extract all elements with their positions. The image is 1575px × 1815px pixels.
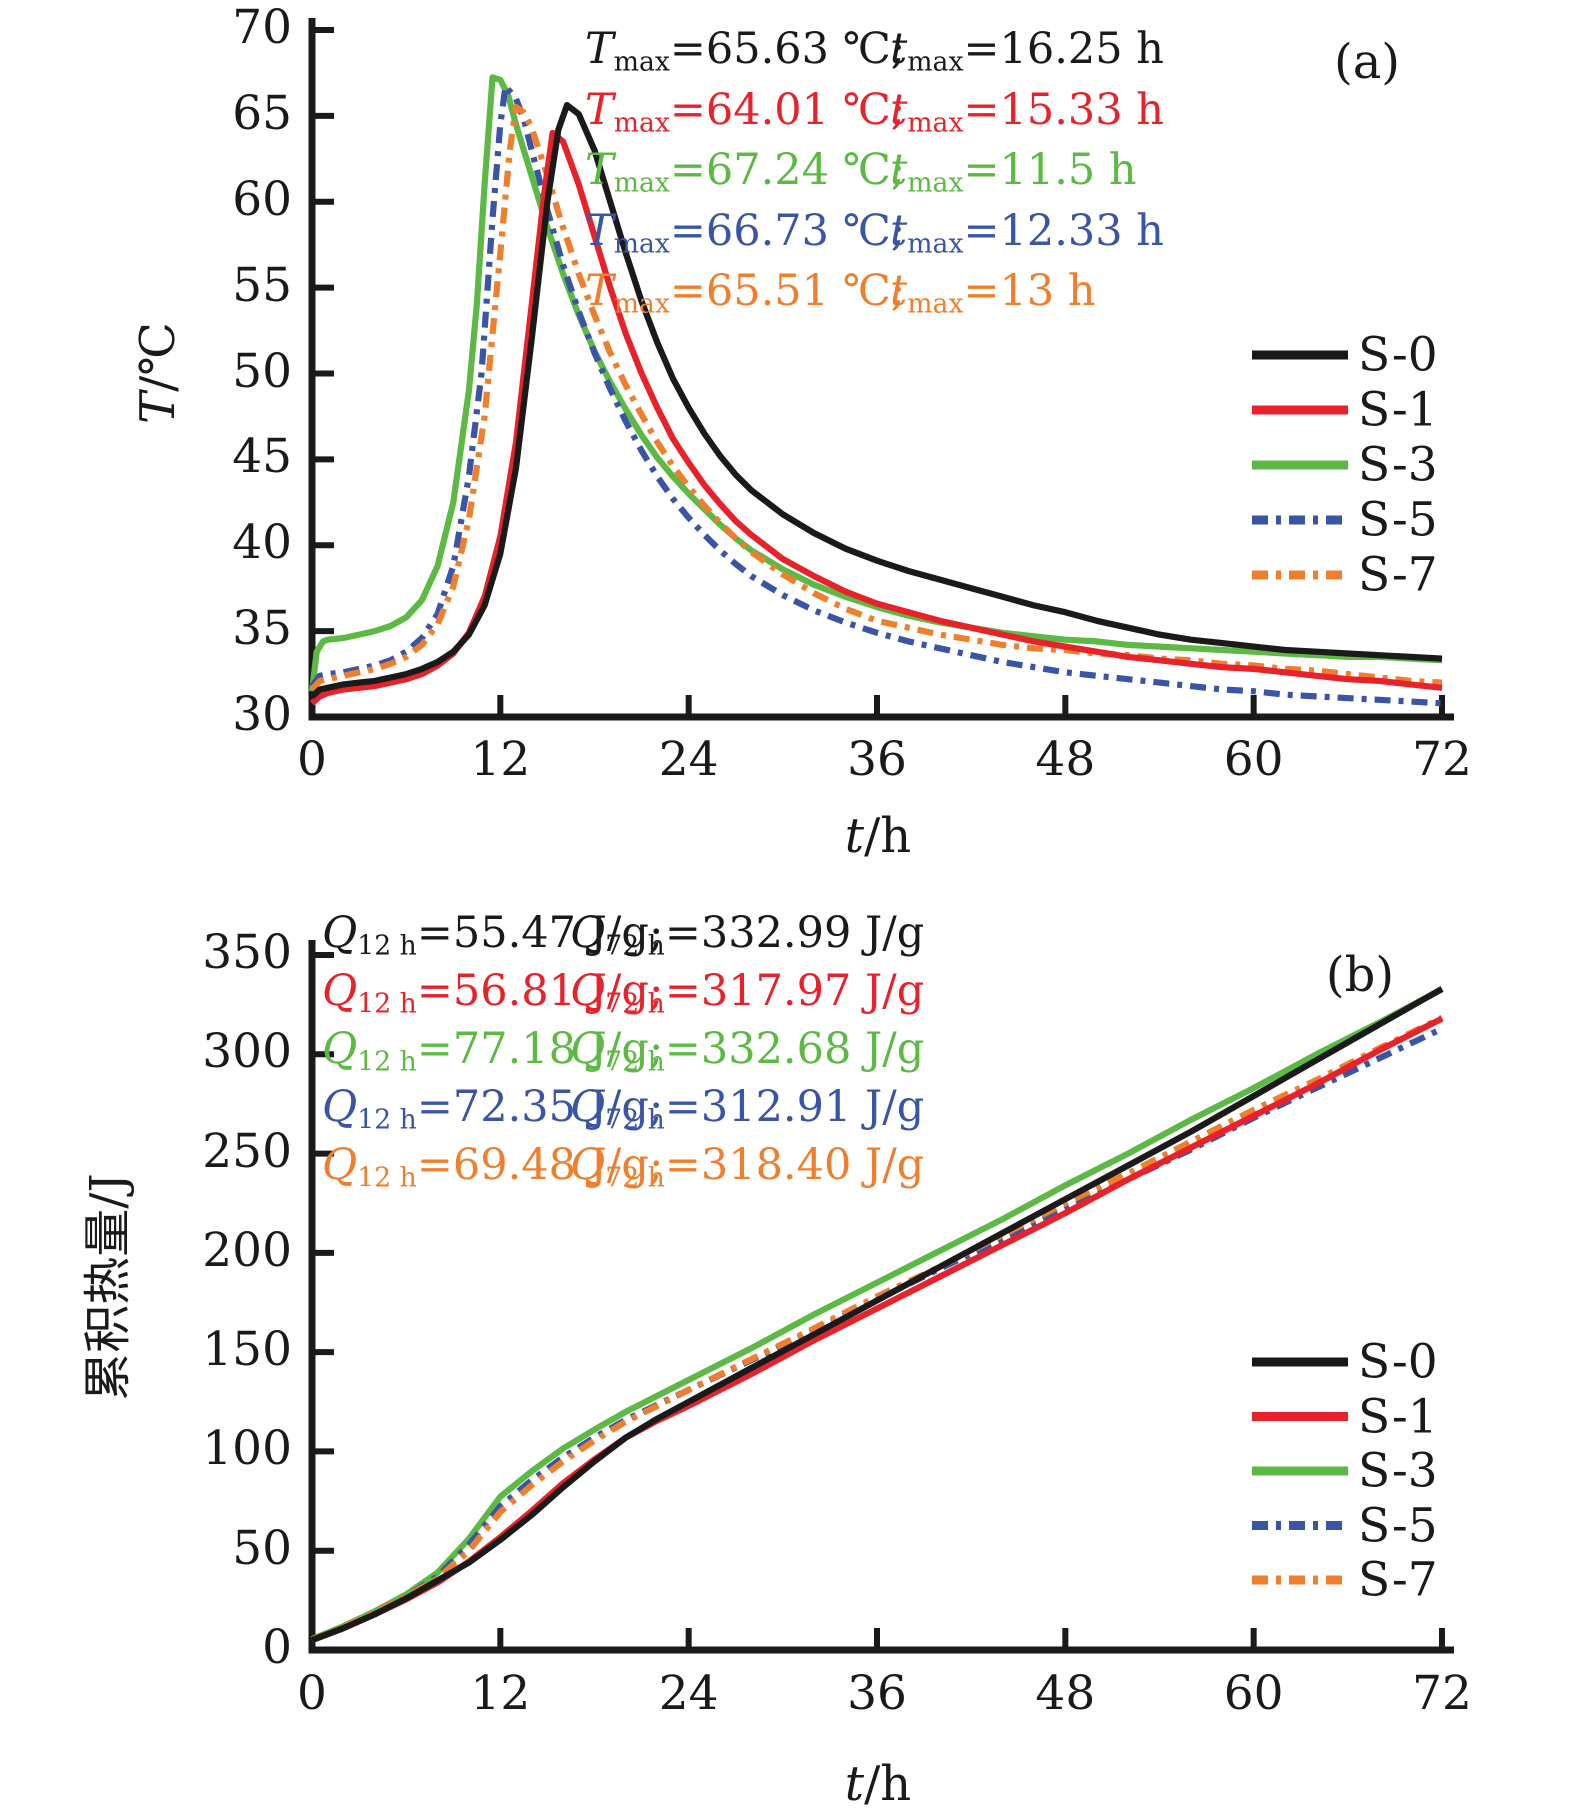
curve-s-1-panel-a xyxy=(309,129,1443,706)
curve-s-7-panel-b xyxy=(310,1014,1444,1643)
panel-a xyxy=(308,18,1454,721)
curve-s-0-panel-a xyxy=(309,101,1443,699)
curve-s-5-panel-a xyxy=(309,83,1443,707)
curve-s-0-panel-b xyxy=(310,986,1444,1643)
curve-s-1-panel-b xyxy=(310,1015,1444,1643)
curve-s-3-panel-a xyxy=(308,74,1443,692)
panel-b xyxy=(308,940,1454,1654)
curve-s-3-panel-b xyxy=(310,986,1444,1642)
